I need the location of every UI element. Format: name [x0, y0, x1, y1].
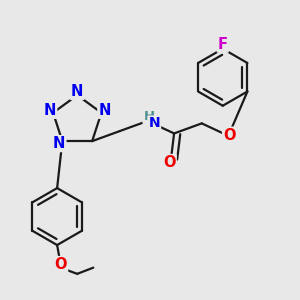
Text: F: F [218, 37, 228, 52]
Text: N: N [98, 103, 111, 118]
Text: N: N [148, 116, 160, 130]
Text: N: N [71, 84, 83, 99]
Text: H: H [143, 110, 155, 123]
Text: O: O [223, 128, 236, 143]
Text: N: N [53, 136, 65, 151]
Text: O: O [55, 257, 67, 272]
Text: O: O [163, 155, 176, 170]
Text: N: N [44, 103, 56, 118]
